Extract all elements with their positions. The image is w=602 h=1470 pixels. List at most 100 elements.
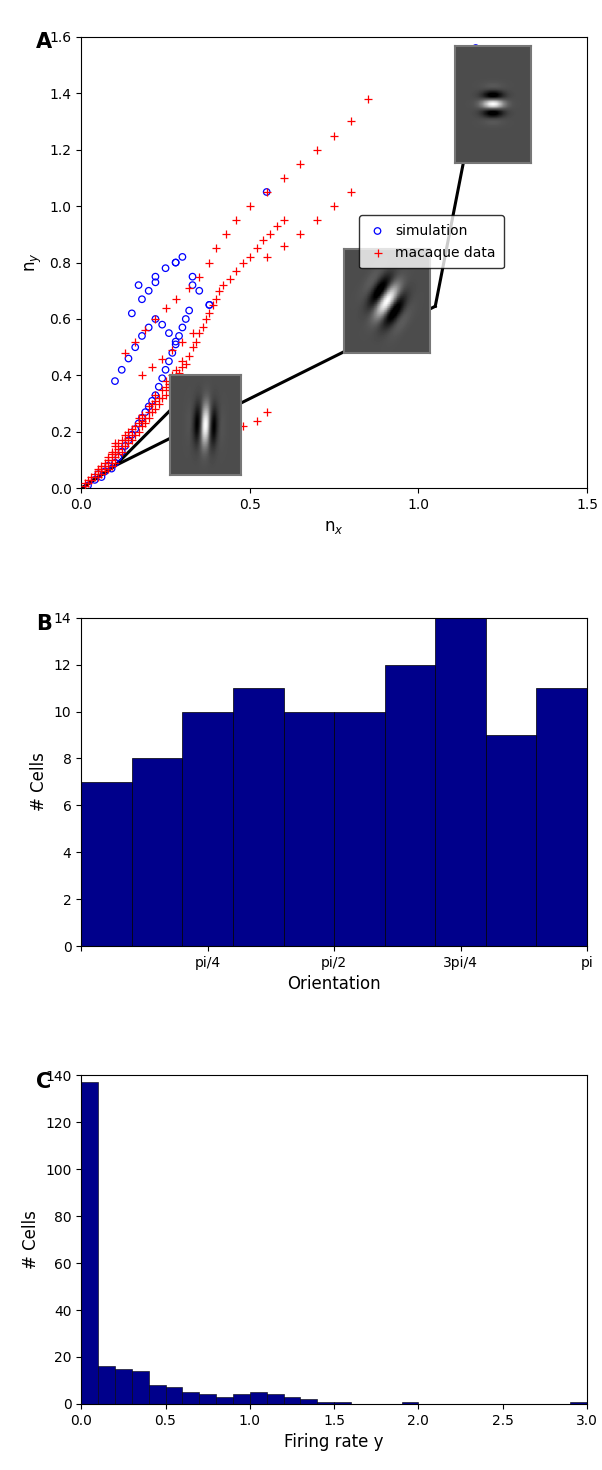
Bar — [132, 759, 182, 947]
macaque data — [97, 454, 107, 478]
simulation — [144, 395, 154, 419]
Y-axis label: # Cells: # Cells — [30, 753, 48, 811]
simulation — [181, 307, 191, 331]
Bar — [216, 1396, 233, 1404]
macaque data — [184, 276, 194, 300]
macaque data — [272, 215, 282, 238]
macaque data — [167, 363, 177, 387]
macaque data — [171, 288, 181, 312]
macaque data — [117, 429, 126, 453]
simulation — [110, 369, 120, 392]
macaque data — [161, 375, 170, 398]
simulation — [171, 251, 181, 275]
macaque data — [110, 431, 120, 454]
macaque data — [238, 251, 248, 275]
macaque data — [134, 406, 143, 429]
macaque data — [134, 420, 143, 444]
macaque data — [110, 451, 120, 475]
macaque data — [194, 322, 204, 345]
simulation — [114, 445, 123, 469]
macaque data — [225, 268, 234, 291]
macaque data — [107, 440, 116, 463]
simulation — [137, 406, 147, 429]
macaque data — [114, 442, 123, 466]
macaque data — [150, 384, 160, 407]
Bar — [317, 1401, 334, 1404]
macaque data — [127, 423, 137, 447]
simulation — [262, 181, 272, 204]
simulation — [150, 384, 160, 407]
simulation — [134, 412, 143, 435]
macaque data — [90, 463, 99, 487]
Bar — [233, 1395, 250, 1404]
simulation — [83, 473, 93, 497]
macaque data — [110, 440, 120, 463]
macaque data — [137, 363, 147, 387]
macaque data — [147, 356, 157, 379]
simulation — [144, 279, 154, 303]
macaque data — [245, 194, 255, 218]
macaque data — [218, 429, 228, 453]
Bar — [435, 617, 486, 947]
simulation — [117, 440, 126, 463]
macaque data — [150, 307, 160, 331]
simulation — [137, 288, 147, 312]
macaque data — [167, 338, 177, 362]
macaque data — [346, 110, 356, 134]
macaque data — [107, 448, 116, 472]
macaque data — [279, 234, 288, 257]
Bar — [132, 1372, 149, 1404]
macaque data — [232, 209, 241, 232]
simulation — [161, 256, 170, 279]
macaque data — [140, 412, 150, 435]
simulation — [167, 341, 177, 365]
macaque data — [107, 454, 116, 478]
macaque data — [194, 265, 204, 288]
macaque data — [93, 460, 103, 484]
macaque data — [258, 228, 268, 251]
macaque data — [265, 222, 275, 245]
macaque data — [120, 434, 130, 457]
macaque data — [211, 237, 221, 260]
macaque data — [188, 335, 197, 359]
macaque data — [178, 356, 187, 379]
macaque data — [114, 431, 123, 454]
macaque data — [120, 423, 130, 447]
macaque data — [131, 423, 140, 447]
macaque data — [178, 350, 187, 373]
macaque data — [218, 273, 228, 297]
macaque data — [83, 467, 93, 491]
simulation — [178, 316, 187, 340]
macaque data — [279, 209, 288, 232]
Legend: simulation, macaque data: simulation, macaque data — [359, 215, 504, 269]
macaque data — [104, 445, 113, 469]
macaque data — [329, 194, 339, 218]
macaque data — [104, 448, 113, 472]
macaque data — [198, 316, 208, 340]
simulation — [188, 273, 197, 297]
macaque data — [211, 288, 221, 312]
macaque data — [184, 448, 194, 472]
Bar — [182, 711, 233, 947]
simulation — [171, 329, 181, 353]
macaque data — [83, 470, 93, 494]
simulation — [188, 265, 197, 288]
macaque data — [262, 245, 272, 269]
macaque data — [232, 259, 241, 282]
Bar — [486, 735, 536, 947]
simulation — [150, 270, 160, 294]
macaque data — [296, 222, 305, 245]
macaque data — [174, 360, 184, 384]
X-axis label: Orientation: Orientation — [287, 976, 381, 994]
macaque data — [171, 366, 181, 390]
X-axis label: n$_x$: n$_x$ — [324, 517, 344, 535]
simulation — [164, 350, 174, 373]
simulation — [161, 359, 170, 382]
macaque data — [80, 473, 90, 497]
simulation — [110, 451, 120, 475]
macaque data — [144, 400, 154, 423]
macaque data — [208, 293, 217, 316]
X-axis label: Firing rate y: Firing rate y — [284, 1433, 384, 1451]
macaque data — [150, 397, 160, 420]
simulation — [150, 307, 160, 331]
